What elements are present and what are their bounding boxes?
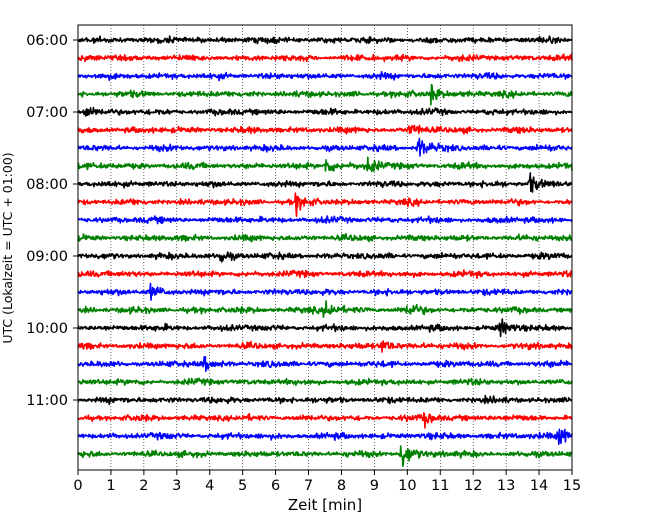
trace-line — [77, 192, 573, 217]
trace-line — [77, 35, 573, 45]
y-tick-label: 07:00 — [26, 105, 68, 121]
traces — [77, 35, 573, 467]
trace-line — [77, 156, 573, 173]
trace-line — [77, 394, 573, 406]
x-tick-label: 7 — [304, 478, 313, 494]
trace-line — [77, 377, 573, 387]
trace-line — [77, 282, 573, 301]
x-tick-label: 10 — [398, 478, 416, 494]
trace-line — [77, 106, 573, 117]
x-tick-label: 0 — [73, 478, 82, 494]
x-tick-label: 8 — [337, 478, 346, 494]
trace-line — [77, 215, 573, 225]
trace-line — [77, 340, 573, 353]
x-tick-label: 14 — [530, 478, 548, 494]
y-axis-label: UTC (Lokalzeit = UTC + 01:00) — [0, 152, 15, 343]
trace-line — [77, 251, 573, 263]
x-tick-label: 12 — [464, 478, 482, 494]
x-tick-label: 3 — [172, 478, 181, 494]
y-tick-label: 06:00 — [26, 33, 68, 49]
x-tick-label: 13 — [497, 478, 515, 494]
trace-line — [77, 172, 573, 193]
plot-area — [78, 25, 572, 470]
x-tick-label: 9 — [370, 478, 379, 494]
trace-line — [77, 428, 573, 445]
trace-line — [77, 300, 573, 318]
x-axis-ticks: 0 1 2 3 4 5 6 7 8 9 10 11 12 13 14 15 — [73, 470, 581, 494]
trace-line — [77, 269, 573, 280]
trace-line — [77, 83, 573, 106]
trace-line — [77, 445, 573, 467]
trace-line — [77, 71, 573, 82]
trace-line — [77, 412, 573, 429]
y-tick-label: 10:00 — [26, 321, 68, 337]
trace-line — [77, 53, 573, 63]
plot-frame — [77, 24, 573, 471]
y-tick-label: 11:00 — [26, 393, 68, 409]
x-tick-label: 5 — [238, 478, 247, 494]
x-tick-label: 6 — [271, 478, 280, 494]
x-axis-label: Zeit [min] — [288, 496, 362, 514]
trace-line — [77, 233, 573, 243]
x-tick-label: 4 — [205, 478, 214, 494]
trace-line — [77, 137, 573, 157]
y-axis-ticks: 06:00 07:00 08:00 09:00 10:00 11:00 — [26, 33, 78, 409]
y-tick-label: 09:00 — [26, 249, 68, 265]
y-tick-label: 08:00 — [26, 177, 68, 193]
trace-line — [77, 355, 573, 372]
trace-line — [77, 124, 573, 135]
x-tick-label: 15 — [563, 478, 581, 494]
x-tick-label: 2 — [139, 478, 148, 494]
x-tick-label: 1 — [106, 478, 115, 494]
x-tick-label: 11 — [431, 478, 449, 494]
vertical-grid — [110, 25, 540, 470]
trace-line — [77, 318, 573, 338]
